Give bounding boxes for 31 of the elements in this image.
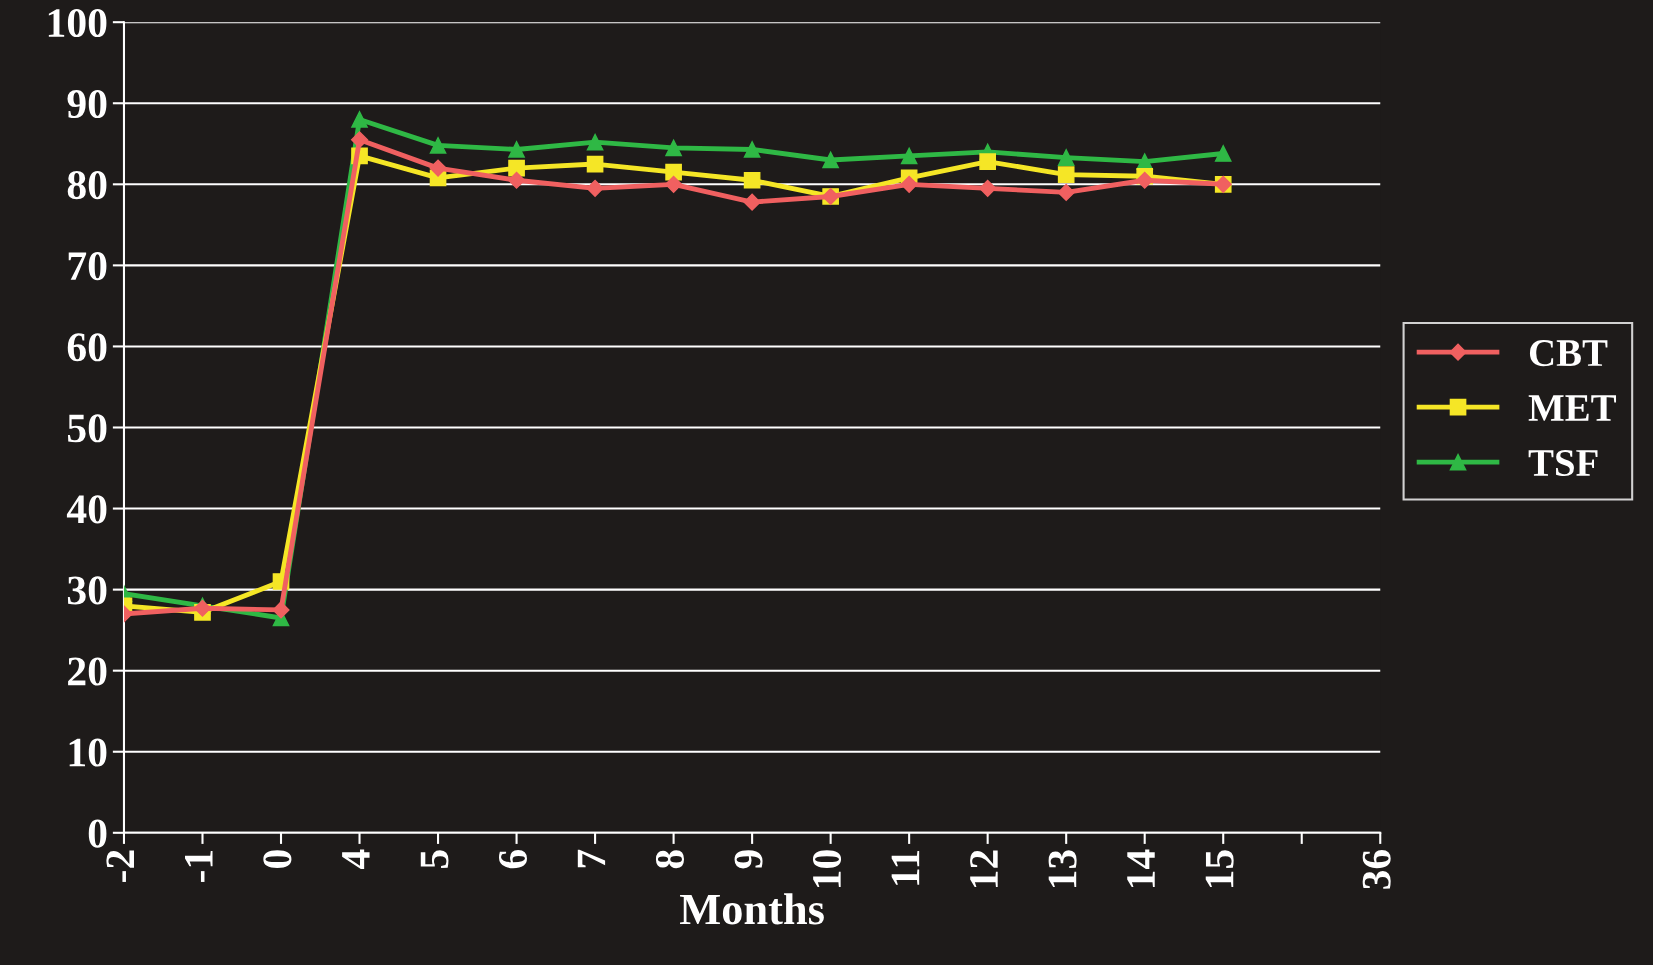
- x-tick-label: 14: [1127, 849, 1155, 888]
- y-tick-label: 80: [67, 171, 107, 200]
- y-tick-label: 0: [88, 819, 107, 848]
- y-tick-label: 50: [68, 414, 107, 443]
- x-tick-label: 36: [1362, 849, 1391, 889]
- y-tick-label: 60: [67, 333, 107, 362]
- x-tick-label: 7: [577, 849, 606, 868]
- x-tick-label: -2: [106, 850, 134, 882]
- y-tick-label: 100: [48, 8, 107, 38]
- y-tick-label: 90: [67, 90, 107, 119]
- x-tick-label: 10: [812, 850, 842, 888]
- legend-label: CBT: [1529, 340, 1608, 367]
- legend-label: TSF: [1528, 449, 1598, 477]
- x-tick-label: 13: [1048, 850, 1077, 888]
- y-tick-label: 20: [68, 657, 107, 686]
- x-axis-title: Months: [680, 893, 824, 925]
- x-tick-label: 12: [970, 850, 998, 888]
- y-tick-label: 40: [66, 495, 107, 524]
- x-tick-label: 6: [498, 849, 527, 869]
- x-tick-label: 15: [1205, 850, 1234, 888]
- y-tick-label: 10: [69, 738, 107, 767]
- y-tick-label: 70: [68, 252, 107, 281]
- y-tick-label: 30: [67, 576, 107, 605]
- legend-label: MET: [1528, 395, 1617, 421]
- x-tick-label: 5: [420, 850, 449, 868]
- x-tick-label: -1: [185, 850, 213, 882]
- x-tick-label: 9: [734, 850, 763, 869]
- x-tick-label: 0: [263, 850, 292, 869]
- x-tick-label: 4: [342, 849, 370, 870]
- x-tick-label: 8: [655, 850, 685, 869]
- x-tick-label: 11: [891, 850, 920, 885]
